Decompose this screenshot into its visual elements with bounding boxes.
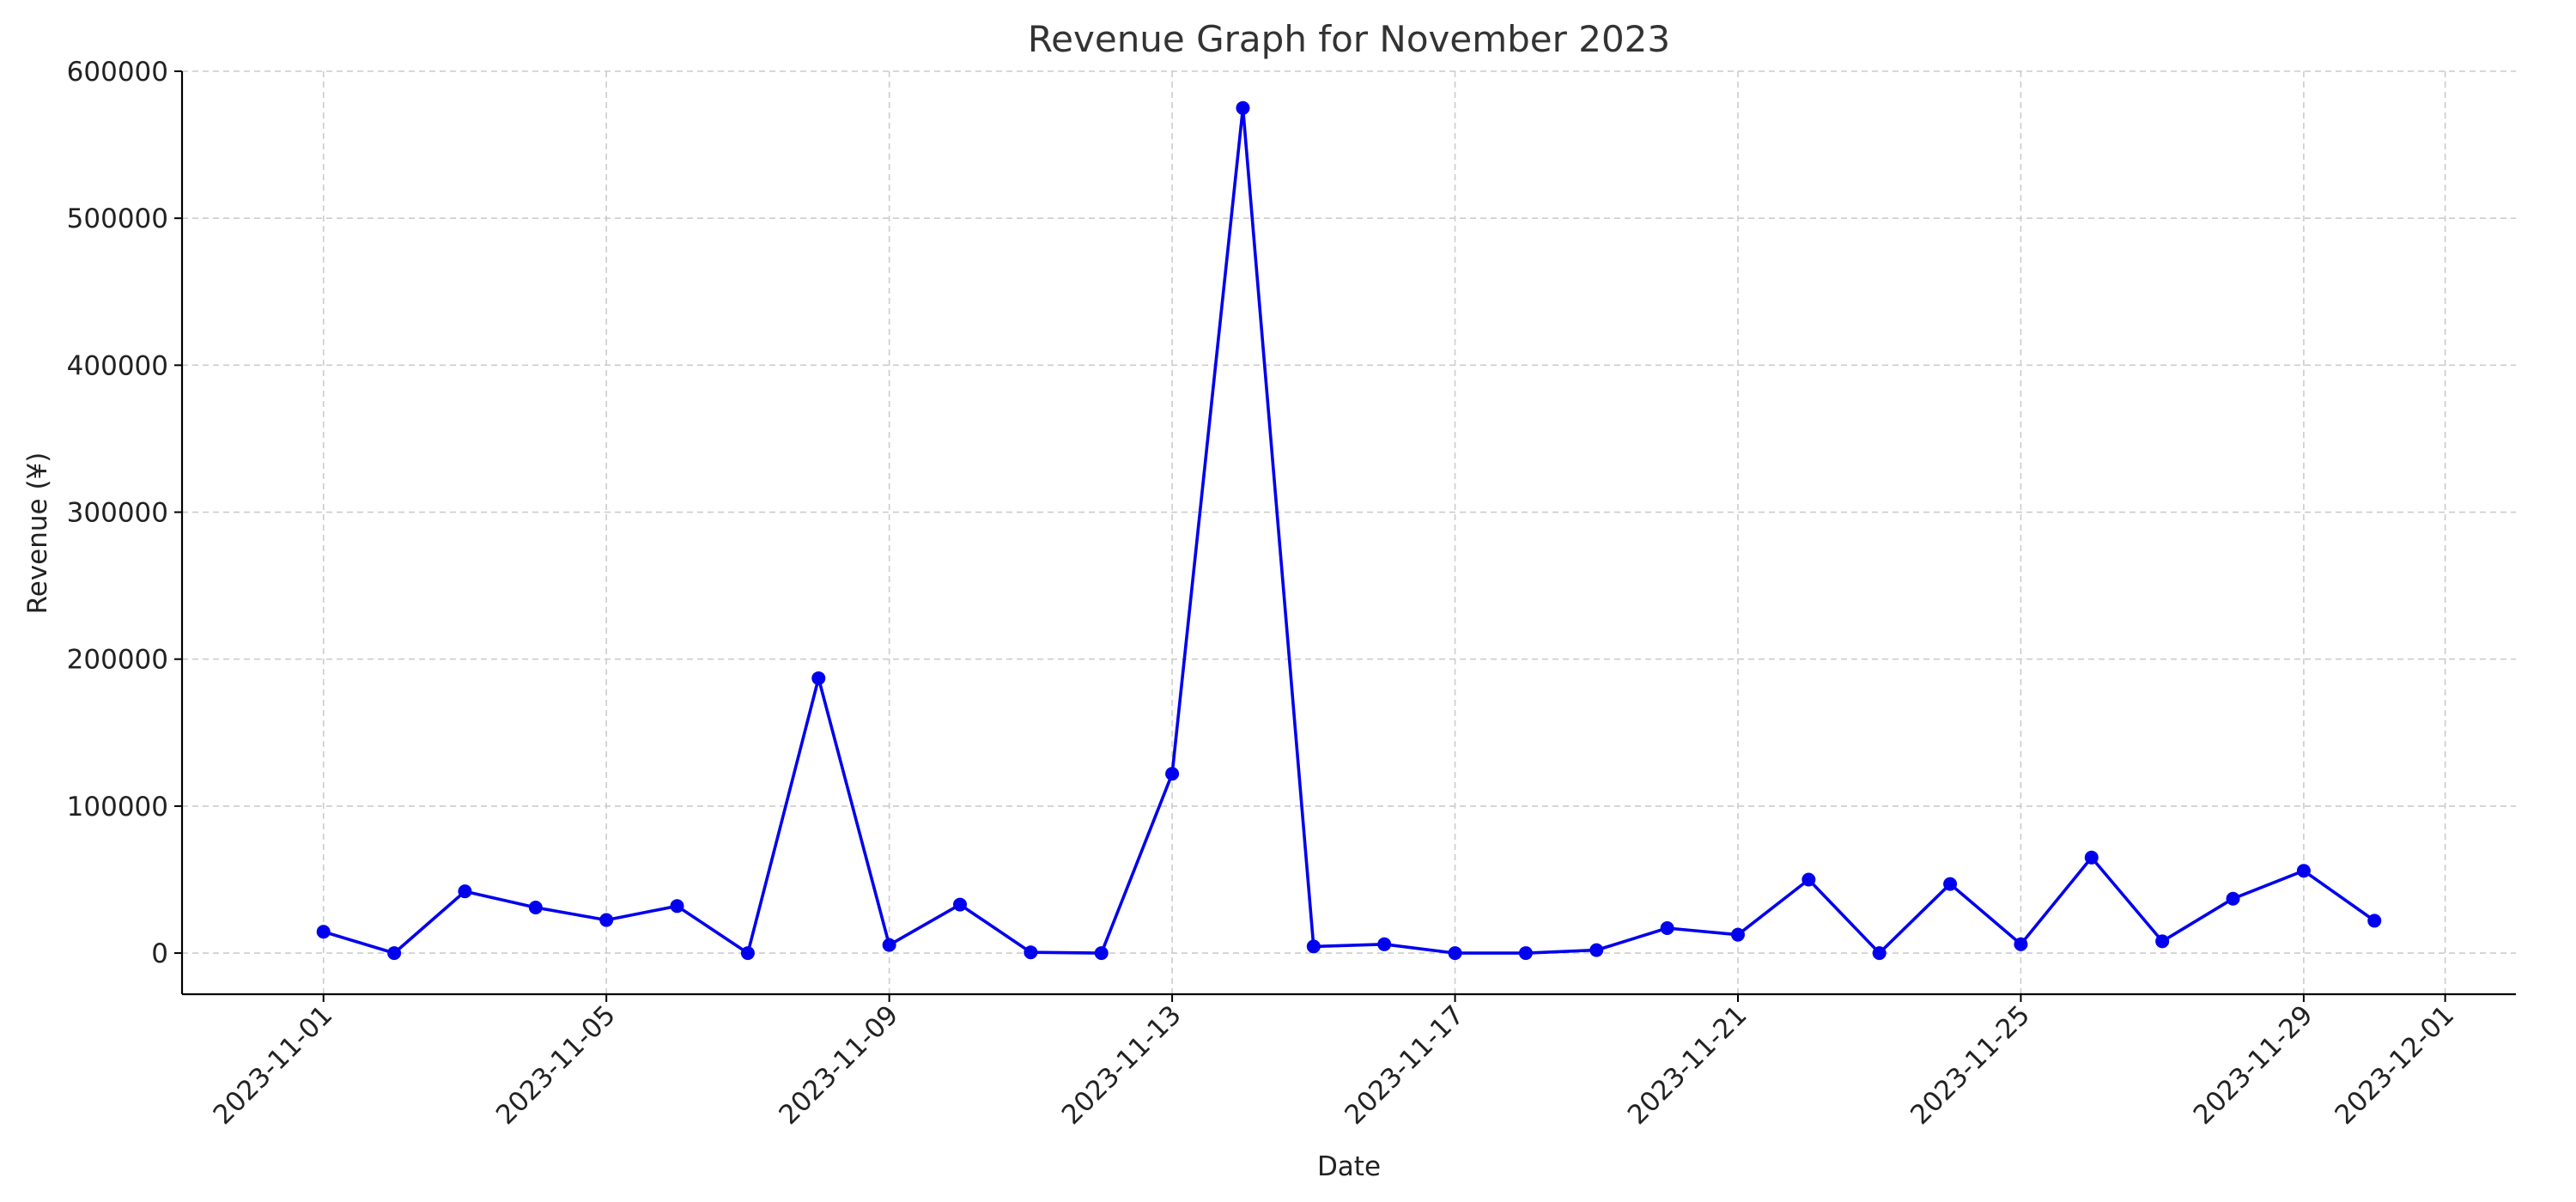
y-tick-label: 400000 (67, 350, 168, 381)
x-tick-label: 2023-11-05 (490, 999, 622, 1131)
data-point (1377, 937, 1392, 951)
x-tick-label: 2023-11-17 (1339, 999, 1470, 1131)
data-point (2014, 937, 2028, 951)
y-tick-label: 300000 (67, 498, 168, 529)
data-point (1943, 877, 1958, 891)
x-axis-label: Date (1317, 1151, 1381, 1182)
data-point (2367, 914, 2382, 928)
x-tick-label: 2023-11-21 (1622, 999, 1753, 1131)
data-point (1306, 939, 1321, 954)
series (316, 100, 2382, 961)
data-point (528, 901, 543, 915)
x-tick-label: 2023-12-01 (2329, 999, 2460, 1131)
data-point (2155, 934, 2170, 949)
data-point (1731, 927, 1745, 942)
axes (180, 71, 2516, 996)
data-point (387, 946, 402, 961)
data-point (740, 946, 755, 961)
data-point (1660, 920, 1674, 935)
data-point (882, 938, 896, 952)
grid (182, 70, 2516, 994)
data-point (1518, 946, 1533, 961)
x-tick-label: 2023-11-13 (1056, 999, 1188, 1131)
y-tick-label: 100000 (67, 792, 168, 823)
data-point (316, 925, 331, 939)
y-tick-label: 200000 (67, 645, 168, 676)
data-point (1236, 100, 1250, 115)
y-tick-label: 500000 (67, 203, 168, 234)
series-line (323, 106, 2376, 955)
data-point (1872, 946, 1886, 961)
data-point (1448, 946, 1462, 961)
y-axis-label: Revenue (¥) (22, 452, 53, 615)
data-point (670, 899, 684, 914)
x-tick-label: 2023-11-25 (1905, 999, 2036, 1131)
y-tick-label: 600000 (67, 57, 168, 88)
data-point (811, 671, 826, 685)
data-point (1024, 945, 1038, 960)
data-point (1801, 872, 1816, 887)
data-point (599, 913, 614, 927)
data-point (1094, 946, 1109, 961)
x-tick-label: 2023-11-29 (2188, 999, 2319, 1131)
y-tick-label: 0 (151, 938, 168, 969)
x-tick-label: 2023-11-09 (773, 999, 904, 1131)
chart-title: Revenue Graph for November 2023 (1028, 18, 1670, 60)
x-tick-label: 2023-11-01 (208, 999, 339, 1131)
data-point (2226, 891, 2240, 906)
data-point (458, 884, 472, 899)
data-point (2084, 850, 2099, 865)
data-point (1165, 767, 1180, 781)
data-point (1589, 943, 1604, 957)
data-point (2296, 864, 2311, 878)
data-point (953, 897, 967, 912)
